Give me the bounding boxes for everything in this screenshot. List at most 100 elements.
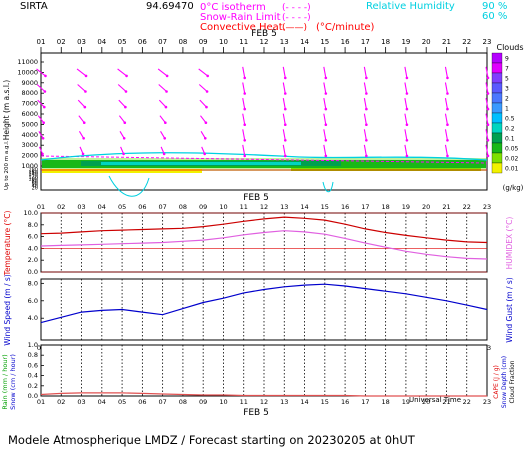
top-time-tick: 17 bbox=[361, 38, 370, 46]
station-name: SIRTA bbox=[20, 1, 48, 12]
wind-arrow-head bbox=[122, 152, 125, 156]
legend-conv-unit: (°C/minute) bbox=[316, 22, 375, 33]
wind-arrow-head bbox=[124, 105, 127, 109]
rh-60-label: 60 % bbox=[482, 11, 507, 22]
agl-tick-label: 20 bbox=[32, 186, 38, 192]
wind-series-line bbox=[40, 283, 488, 324]
temperature-tick-label: 0.0 bbox=[28, 268, 38, 276]
time-tick-row1: 19 bbox=[402, 203, 410, 211]
top-time-tick: 22 bbox=[462, 38, 471, 46]
wind-arrow-head bbox=[205, 105, 208, 109]
wind-arrow bbox=[119, 131, 125, 139]
wind-arrow bbox=[282, 66, 286, 78]
temperature-tick-label: 4.0 bbox=[28, 244, 38, 252]
agl-tick-label: 100 bbox=[28, 177, 38, 183]
wind-arrow-head bbox=[486, 139, 490, 142]
wind-arrow-head bbox=[203, 137, 207, 140]
wind-arrow-head bbox=[324, 107, 328, 111]
top-time-tick: 10 bbox=[219, 38, 228, 46]
height-tick-label: 4000 bbox=[21, 131, 38, 139]
precip-right-label: Snow Depth (cm) bbox=[501, 356, 508, 408]
clouds-legend-level: 5 bbox=[505, 76, 509, 83]
precip-tick-label: 0.8 bbox=[28, 351, 38, 359]
wind-arrow bbox=[36, 84, 46, 92]
precip-ylabel: Rain (mm / hour) bbox=[1, 354, 9, 409]
clouds-legend-level: 0.5 bbox=[505, 116, 515, 123]
wind-arrow-head bbox=[283, 92, 287, 95]
wind-arrow-head bbox=[486, 107, 490, 111]
wind-arrow-head bbox=[243, 76, 247, 80]
height-tick-label: 10000 bbox=[17, 68, 38, 76]
time-tick-row3: 22 bbox=[463, 398, 471, 406]
clouds-legend-level: 0.01 bbox=[505, 166, 519, 173]
rh-60-contour-dip2 bbox=[322, 181, 334, 193]
wind-arrow bbox=[404, 66, 408, 78]
wind-arrow-head bbox=[405, 123, 409, 126]
height-tick-label: 8000 bbox=[21, 89, 38, 97]
clouds-legend-swatch bbox=[491, 112, 503, 124]
precip-tick-label: 0.0 bbox=[28, 392, 38, 400]
wind-arrow bbox=[282, 98, 286, 110]
wind-arrow-head bbox=[165, 74, 169, 78]
wind-arrow-head bbox=[405, 154, 409, 158]
time-tick-row3: 06 bbox=[138, 398, 146, 406]
wind-arrow bbox=[78, 131, 85, 139]
top-time-tick: 07 bbox=[158, 38, 167, 46]
wind-arrow bbox=[282, 144, 286, 156]
agl-tick-label: 120 bbox=[28, 174, 38, 180]
wind-arrow bbox=[404, 113, 408, 125]
wind-arrow-head bbox=[486, 123, 490, 126]
wind-arrow bbox=[444, 66, 448, 78]
wind-arrow-head bbox=[405, 92, 409, 95]
time-tick-row1: 02 bbox=[57, 203, 65, 211]
wind-arrow bbox=[118, 99, 126, 108]
time-tick-row1: 04 bbox=[98, 203, 106, 211]
time-tick-row1: 17 bbox=[361, 203, 369, 211]
agl-tick-label: 60 bbox=[32, 181, 38, 187]
wind-arrow bbox=[37, 99, 45, 108]
wind-arrow-head bbox=[405, 107, 409, 111]
wind-arrow bbox=[444, 98, 448, 110]
wind-arrow-head bbox=[124, 90, 128, 93]
wind-arrow-head bbox=[43, 90, 47, 93]
wind-arrow bbox=[444, 129, 448, 141]
wind-arrow-head bbox=[82, 137, 85, 140]
universal-time-label: Universal Time bbox=[409, 396, 461, 404]
wind-arrow bbox=[323, 82, 327, 94]
wind-arrow bbox=[160, 131, 166, 139]
precip-tick-label: 0.4 bbox=[28, 372, 38, 380]
wind-arrow-head bbox=[164, 105, 168, 109]
height-tick-label: 7000 bbox=[21, 100, 38, 108]
time-tick-row3: 19 bbox=[402, 398, 410, 406]
time-tick-row1: 23 bbox=[483, 203, 491, 211]
rh-90-label: 90 % bbox=[482, 1, 507, 12]
wind-arrow bbox=[363, 113, 367, 125]
time-tick-row3: 16 bbox=[341, 398, 349, 406]
precip-series-line bbox=[40, 392, 487, 397]
precip-y2label: Snow (cm / hour) bbox=[9, 354, 17, 410]
wind-arrow-head bbox=[243, 154, 247, 158]
legend-conv-label: Convective Heat. bbox=[200, 22, 286, 33]
wind-arrow-head bbox=[365, 92, 368, 95]
wind-arrow bbox=[198, 68, 209, 77]
time-tick-row1: 09 bbox=[199, 203, 207, 211]
wind-arrow bbox=[363, 98, 367, 110]
isotherm-line bbox=[40, 155, 488, 164]
legend-conv-key: (——) bbox=[282, 23, 307, 33]
wind-arrow-head bbox=[446, 139, 449, 142]
wind-arrow bbox=[76, 68, 87, 77]
time-tick-row3: 10 bbox=[219, 398, 227, 406]
wind-arrow bbox=[444, 113, 448, 125]
rh-label: Relative Humidity bbox=[366, 1, 455, 12]
time-tick-row3: 08 bbox=[179, 398, 187, 406]
wind-arrow bbox=[242, 98, 246, 110]
wind-arrow bbox=[363, 144, 367, 156]
legend-isotherm-key: (- - - -) bbox=[282, 3, 311, 13]
wind-arrow bbox=[158, 99, 167, 108]
wind-arrow-head bbox=[206, 74, 209, 78]
height-tick-label: 2000 bbox=[21, 152, 38, 160]
cloud-band-yellow bbox=[42, 169, 202, 173]
wind-arrow bbox=[117, 84, 127, 92]
time-tick-row3: 20 bbox=[422, 398, 430, 406]
